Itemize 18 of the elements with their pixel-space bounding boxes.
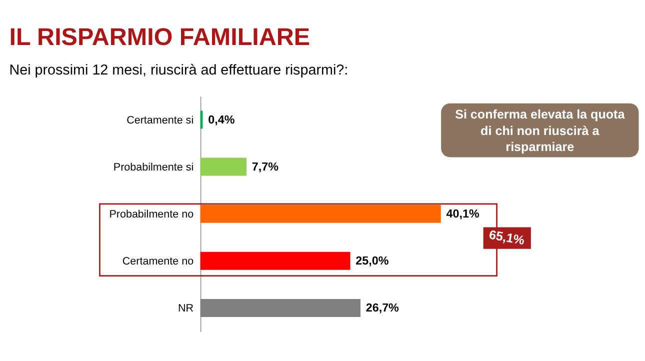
data-label: 25,0%	[356, 254, 390, 268]
y-tick-label: Probabilmente si	[113, 161, 194, 174]
data-label: 40,1%	[446, 207, 480, 220]
chart-title: IL RISPARMIO FAMILIARE	[9, 24, 310, 51]
data-label: 7,7%	[252, 160, 280, 174]
bar	[200, 298, 360, 317]
bar	[200, 204, 441, 223]
data-label: 0,4%	[208, 113, 236, 126]
data-label: 26,7%	[366, 302, 400, 315]
text: 65,1%	[488, 228, 526, 248]
bar	[200, 158, 247, 176]
bar	[200, 252, 350, 270]
y-tick-label: Probabilmente no	[109, 208, 194, 220]
y-tick-label: Certamente no	[122, 255, 194, 268]
y-tick-label: Certamente si	[126, 114, 194, 126]
y-tick-label: NR	[178, 302, 194, 315]
chart-subtitle: Nei prossimi 12 mesi, riuscirà ad effettuare risparmi?:	[9, 62, 348, 79]
text: Si conferma elevata la quota di chi non riuscirà a risparmiare	[455, 108, 626, 154]
